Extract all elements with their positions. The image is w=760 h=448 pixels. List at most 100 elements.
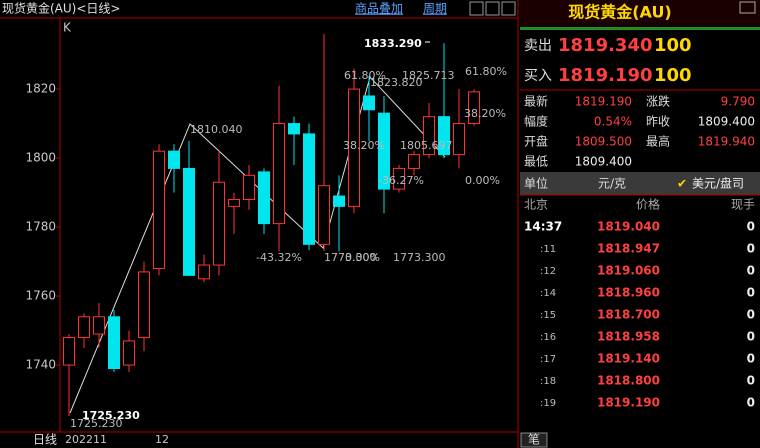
panel-accent xyxy=(520,27,760,30)
annotation: 1823.820 xyxy=(370,76,423,89)
stat-label: 开盘 xyxy=(524,134,548,149)
tick-time: :14 xyxy=(540,288,556,299)
tick-volume: 0 xyxy=(747,308,755,322)
tab-bar xyxy=(520,432,760,448)
candle-body xyxy=(243,174,255,200)
candle-body xyxy=(273,123,285,225)
tick-volume: 0 xyxy=(747,330,755,344)
candle-body xyxy=(63,336,75,366)
candle-body xyxy=(378,112,390,190)
tick-price: 1818.960 xyxy=(597,286,660,300)
stat-value: 1819.940 xyxy=(698,135,755,149)
stat-label: 最高 xyxy=(646,134,670,149)
candle-body xyxy=(93,316,105,335)
annotation: 1725.230 xyxy=(70,417,123,430)
x-tick-label: 202211 xyxy=(65,433,107,446)
unit-label: 单位 xyxy=(524,176,548,191)
x-tick-label: 12 xyxy=(155,433,169,446)
tick-price: 1819.040 xyxy=(597,220,660,234)
tick-volume: 0 xyxy=(747,396,755,410)
ticks-header: 价格 xyxy=(636,197,660,212)
panel-title-bar xyxy=(520,0,760,27)
stat-label: 最低 xyxy=(524,155,548,169)
unit-option[interactable]: 美元/盘司 xyxy=(692,176,744,191)
header-bar xyxy=(0,0,518,18)
candle-body xyxy=(468,91,480,125)
annotation: 1773.300 xyxy=(324,251,377,264)
tick-time: :11 xyxy=(540,244,556,255)
y-tick-label: 1820 xyxy=(25,82,56,96)
tab-label[interactable]: 笔 xyxy=(528,432,540,447)
annotation: 61.80% xyxy=(344,69,386,82)
candle-body xyxy=(138,271,150,338)
candle-body xyxy=(78,316,90,338)
tick-time: 14:37 xyxy=(524,220,562,234)
stat-label: 涨跌 xyxy=(646,94,670,109)
stat-label: 最新 xyxy=(524,94,548,109)
stat-label: 幅度 xyxy=(524,114,548,129)
candle-body xyxy=(258,171,270,225)
quote-label: 卖出 xyxy=(524,38,552,54)
stat-value: 1809.500 xyxy=(575,135,632,149)
y-tick-label: 1780 xyxy=(25,220,56,234)
tick-price: 1818.947 xyxy=(597,242,660,256)
annotation: 1833.290 xyxy=(364,37,422,50)
ticks-header: 现手 xyxy=(731,198,755,212)
tick-time: :15 xyxy=(540,310,556,321)
annotation: 1773.300 xyxy=(393,251,446,264)
icon-button[interactable] xyxy=(485,1,500,16)
candle-body xyxy=(333,195,345,207)
annotation: 1825.713 xyxy=(402,69,455,82)
stat-value: 1819.190 xyxy=(575,95,632,109)
candle-body xyxy=(108,316,120,370)
period-menu[interactable]: 周期 xyxy=(423,2,447,16)
stat-value: 9.790 xyxy=(721,95,755,109)
quote-price: 1819.190 xyxy=(558,65,653,86)
tick-price: 1819.140 xyxy=(597,352,660,366)
candle-body xyxy=(303,133,315,245)
tick-time: :12 xyxy=(540,266,556,277)
tab[interactable] xyxy=(520,432,548,448)
candle-body xyxy=(423,116,435,156)
icon-button[interactable] xyxy=(501,1,516,16)
candle-body xyxy=(348,88,360,207)
tick-volume: 0 xyxy=(747,352,755,366)
quote-volume: 100 xyxy=(654,35,692,56)
annotation: -36.27% xyxy=(378,174,424,187)
tick-time: :16 xyxy=(540,332,556,343)
candle-body xyxy=(393,167,405,190)
candle-body xyxy=(318,185,330,245)
stat-value: 0.54% xyxy=(594,115,632,129)
annotation: 38.20% xyxy=(343,139,385,152)
candle-body xyxy=(453,123,465,156)
period-label: 日线 xyxy=(33,433,57,447)
chart-label: K xyxy=(63,21,72,35)
annotation: 1805.697 xyxy=(400,139,453,152)
quote-volume: 100 xyxy=(654,65,692,86)
tick-price: 1818.800 xyxy=(597,374,660,388)
icon-button[interactable] xyxy=(469,1,484,16)
tick-price: 1819.060 xyxy=(597,264,660,278)
stat-label: 昨收 xyxy=(646,115,670,129)
annotation: 61.80% xyxy=(465,65,507,78)
annotation: 0.00% xyxy=(345,251,380,264)
candle-body xyxy=(288,123,300,135)
tick-time: :17 xyxy=(540,354,556,365)
annotation: 1725.230 xyxy=(82,409,140,422)
candle-body xyxy=(153,150,165,269)
unit-value: 元/克 xyxy=(598,177,626,191)
tick-volume: 0 xyxy=(747,286,755,300)
candle-body xyxy=(168,150,180,169)
y-tick-label: 1740 xyxy=(25,358,56,372)
close-button[interactable] xyxy=(739,1,756,14)
candle-body xyxy=(363,95,375,111)
annotation: -43.32% xyxy=(256,251,302,264)
zigzag-line xyxy=(69,76,446,414)
quote-price: 1819.340 xyxy=(558,35,653,56)
tick-volume: 0 xyxy=(747,264,755,278)
overlay-menu[interactable]: 商品叠加 xyxy=(355,1,403,16)
tick-time: :19 xyxy=(540,398,556,409)
unit-bar xyxy=(520,172,760,195)
